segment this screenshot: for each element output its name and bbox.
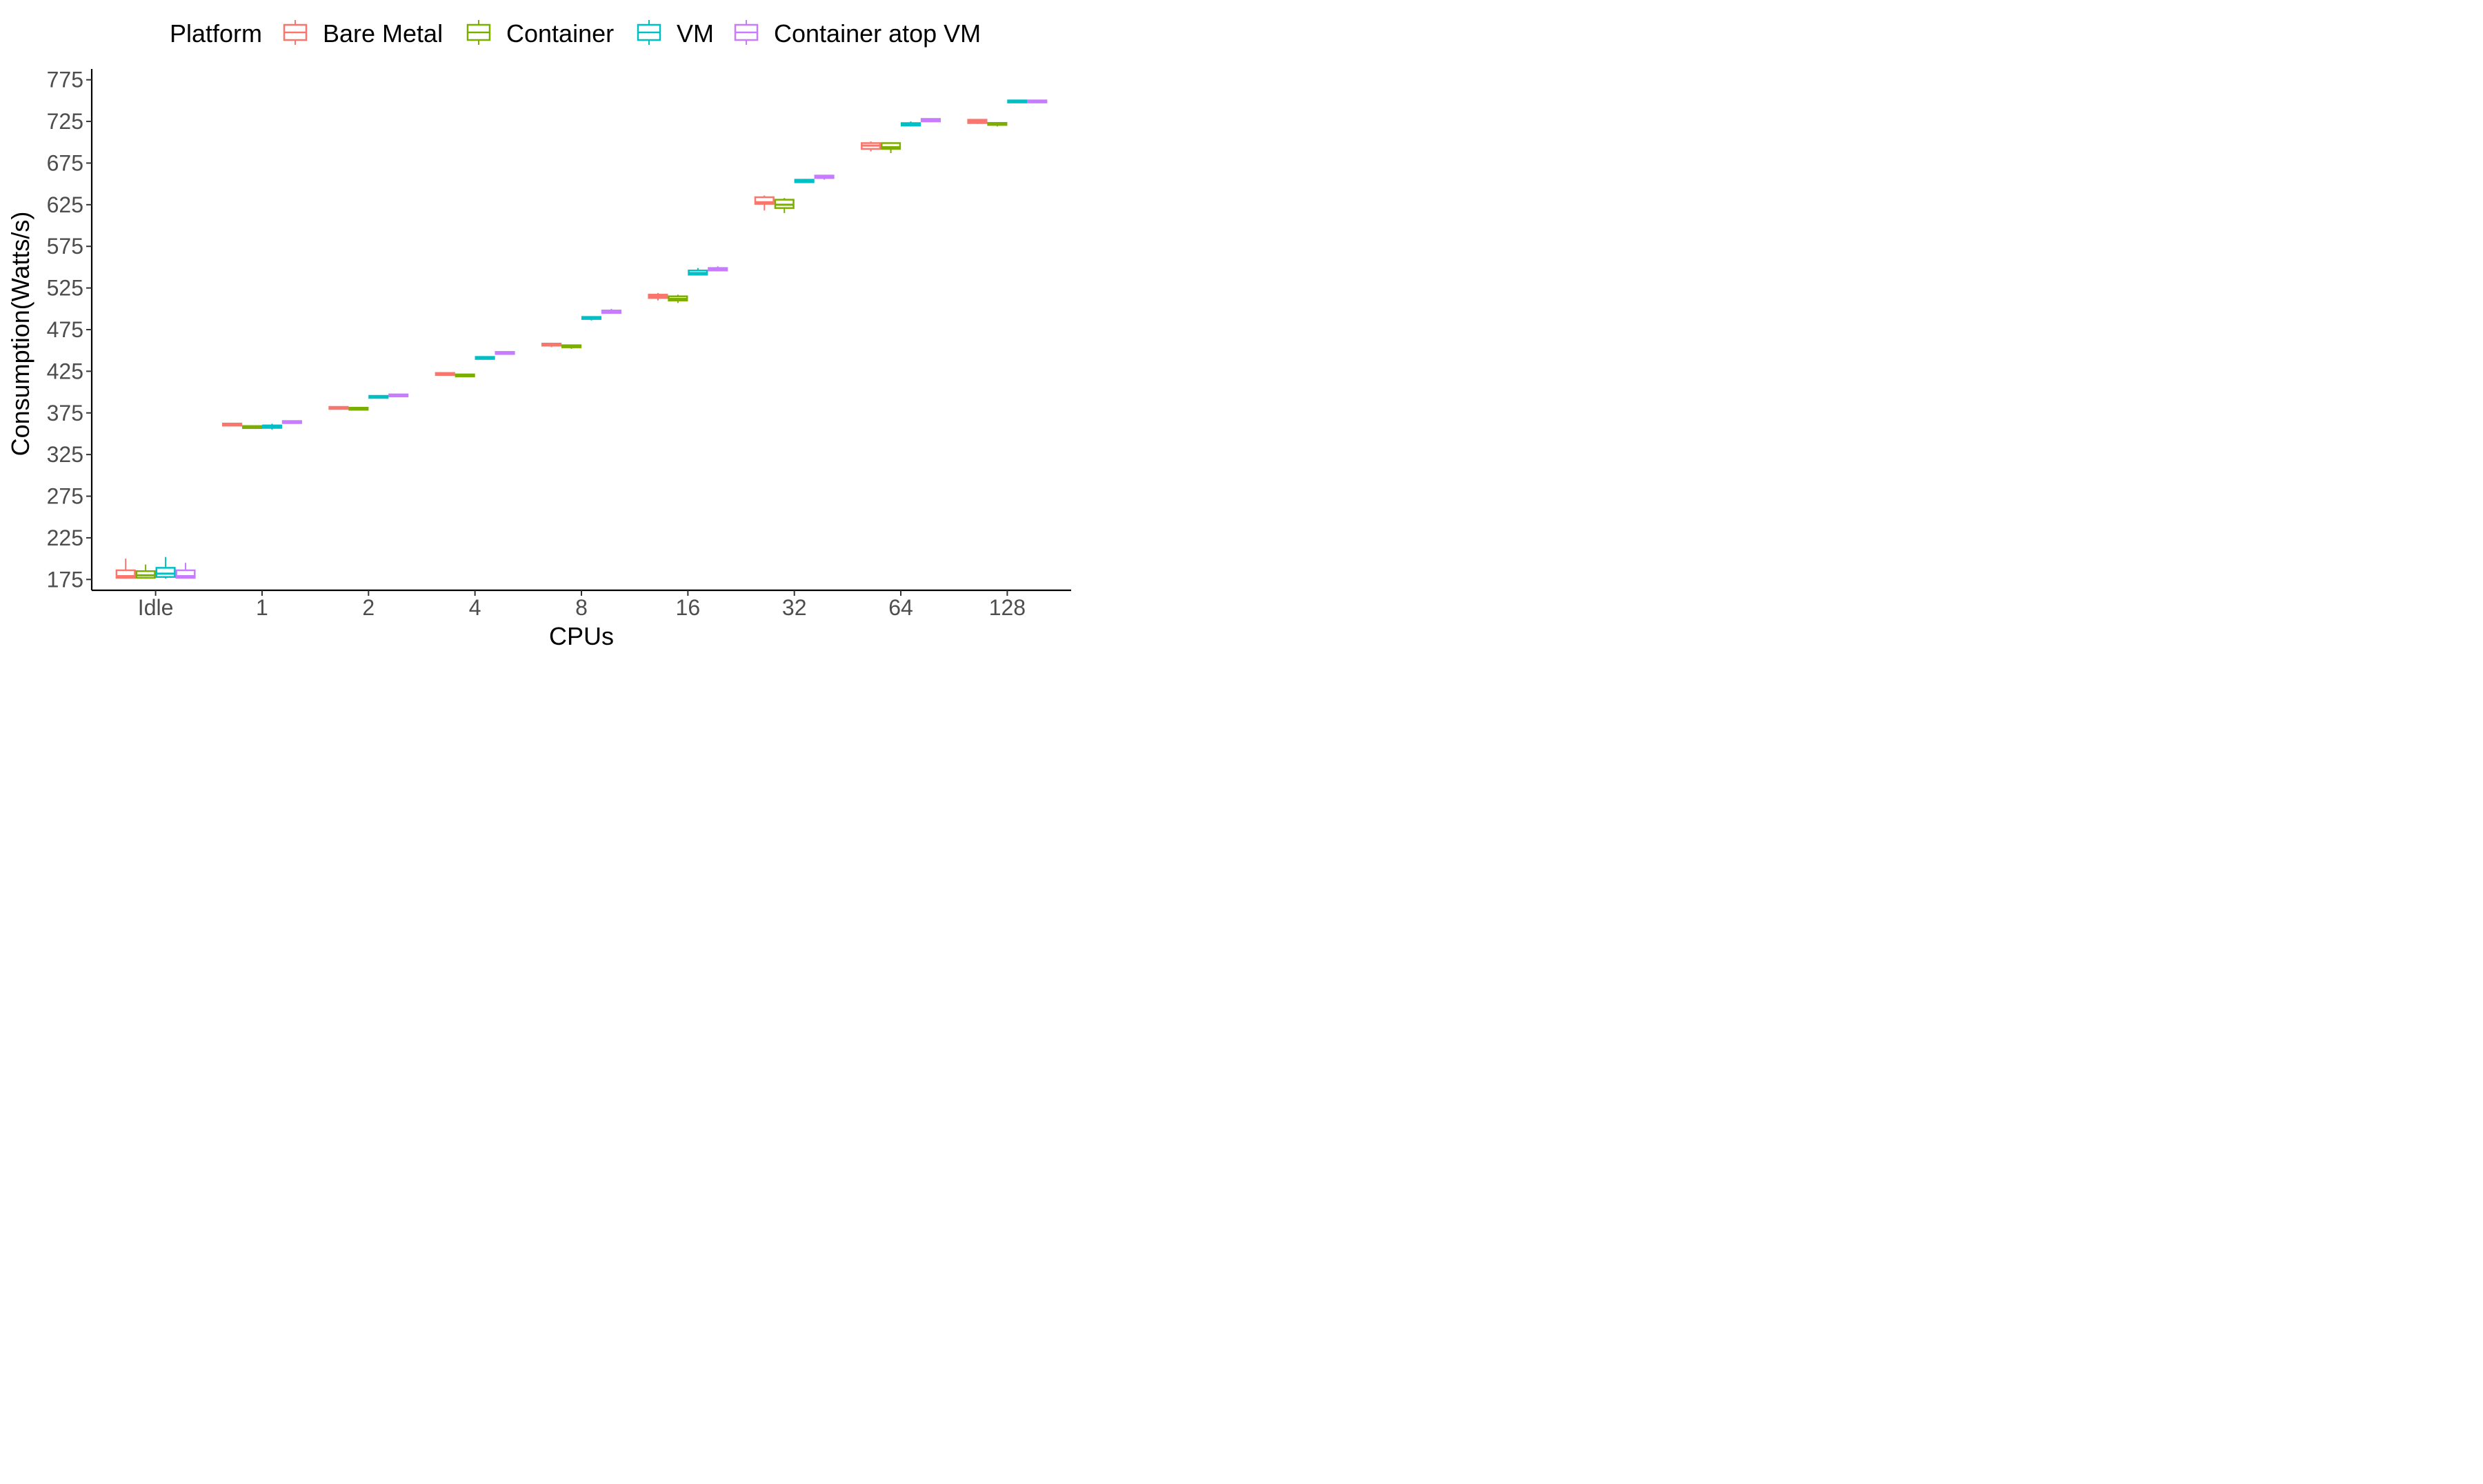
legend-key (466, 20, 491, 45)
box-16-container-atop-vm (708, 266, 728, 272)
y-tick-label: 575 (47, 234, 83, 259)
chart: Platform Bare Metal Container VM Container … (0, 0, 1081, 646)
legend-key (637, 20, 661, 45)
y-tick-label: 325 (47, 442, 83, 467)
box-8-vm (581, 316, 602, 321)
y-tick-label: 475 (47, 317, 83, 342)
y-tick-label: 425 (47, 359, 83, 383)
legend-title: Platform (170, 19, 262, 48)
box-64-container-atop-vm (920, 118, 941, 123)
legend-item-container: Container (466, 19, 614, 48)
box-128-container (987, 121, 1008, 127)
box-16-vm (688, 268, 708, 276)
x-tick-label: 32 (782, 595, 807, 620)
box-iqr (881, 142, 901, 150)
box-128-vm (1007, 99, 1028, 103)
box-1-bare-metal (221, 422, 243, 427)
box-16-bare-metal (648, 292, 668, 301)
legend-item-container-atop-vm: Container atop VM (734, 19, 981, 48)
box-iqr (115, 569, 136, 579)
legend-label: VM (677, 19, 714, 48)
box-1-container (241, 425, 263, 430)
x-tick-label: 16 (676, 595, 701, 620)
y-tick-label: 375 (47, 401, 83, 425)
series-vm (155, 99, 1028, 579)
x-tick-label: 2 (362, 595, 375, 620)
series-container (135, 121, 1008, 579)
y-axis-title: Consumption(Watts/s) (6, 212, 34, 457)
box-2-vm (368, 394, 389, 399)
box-32-container (774, 198, 795, 213)
legend-item-vm: VM (637, 19, 714, 48)
box-128-container-atop-vm (1027, 99, 1048, 103)
box-idle-bare-metal (115, 559, 136, 579)
box-1-container-atop-vm (281, 420, 302, 424)
box-idle-container-atop-vm (175, 563, 196, 579)
box-iqr (754, 196, 775, 205)
box-1-vm (261, 423, 282, 430)
legend-label: Container atop VM (774, 19, 981, 48)
box-32-bare-metal (754, 195, 775, 211)
box-8-bare-metal (541, 342, 562, 348)
box-64-vm (900, 121, 921, 127)
legend-key (283, 20, 308, 45)
x-tick-label: Idle (138, 595, 174, 620)
x-tick-label: 64 (888, 595, 913, 620)
box-4-vm (475, 356, 495, 360)
box-4-container (455, 373, 475, 378)
y-tick-label: 525 (47, 276, 83, 301)
box-2-bare-metal (328, 405, 349, 410)
box-iqr (175, 569, 196, 579)
box-2-container-atop-vm (388, 393, 409, 398)
axes: 175 225 275 325 375 425 475 525 575 625 675 725 775 I… (47, 68, 1071, 620)
plot-area (115, 99, 1048, 579)
y-tick-label: 225 (47, 525, 83, 550)
legend-label: Bare Metal (323, 19, 443, 48)
x-tick-label: 8 (575, 595, 588, 620)
y-tick-label: 625 (47, 192, 83, 217)
legend-key (734, 20, 759, 45)
y-tick-label: 275 (47, 484, 83, 509)
series-container-atop-vm (175, 99, 1048, 579)
x-axis-title: CPUs (549, 622, 614, 646)
x-tick-label: 128 (989, 595, 1026, 620)
box-4-bare-metal (435, 372, 455, 377)
box-16-container (668, 294, 688, 303)
y-tick-label: 175 (47, 567, 83, 592)
box-64-bare-metal (861, 141, 881, 152)
box-64-container (881, 142, 901, 153)
box-128-bare-metal (967, 119, 988, 124)
legend-label: Container (506, 19, 614, 48)
y-tick-label: 675 (47, 150, 83, 175)
legend: Platform Bare Metal Container VM Container … (170, 19, 981, 48)
legend-item-bare-metal: Bare Metal (283, 19, 443, 48)
box-idle-container (135, 564, 156, 579)
box-8-container (561, 344, 582, 349)
box-iqr (155, 567, 176, 578)
x-tick-label: 4 (469, 595, 481, 620)
chart-svg: Platform Bare Metal Container VM Container … (6, 19, 1071, 646)
x-tick-label: 1 (256, 595, 268, 620)
box-8-container-atop-vm (601, 308, 621, 314)
series-bare-metal (115, 119, 988, 579)
y-tick-label: 725 (47, 109, 83, 134)
box-32-container-atop-vm (814, 174, 835, 180)
box-2-container (348, 406, 369, 411)
box-32-vm (794, 179, 815, 183)
box-idle-vm (155, 556, 176, 579)
y-tick-label: 775 (47, 68, 83, 92)
box-4-container-atop-vm (495, 351, 515, 355)
